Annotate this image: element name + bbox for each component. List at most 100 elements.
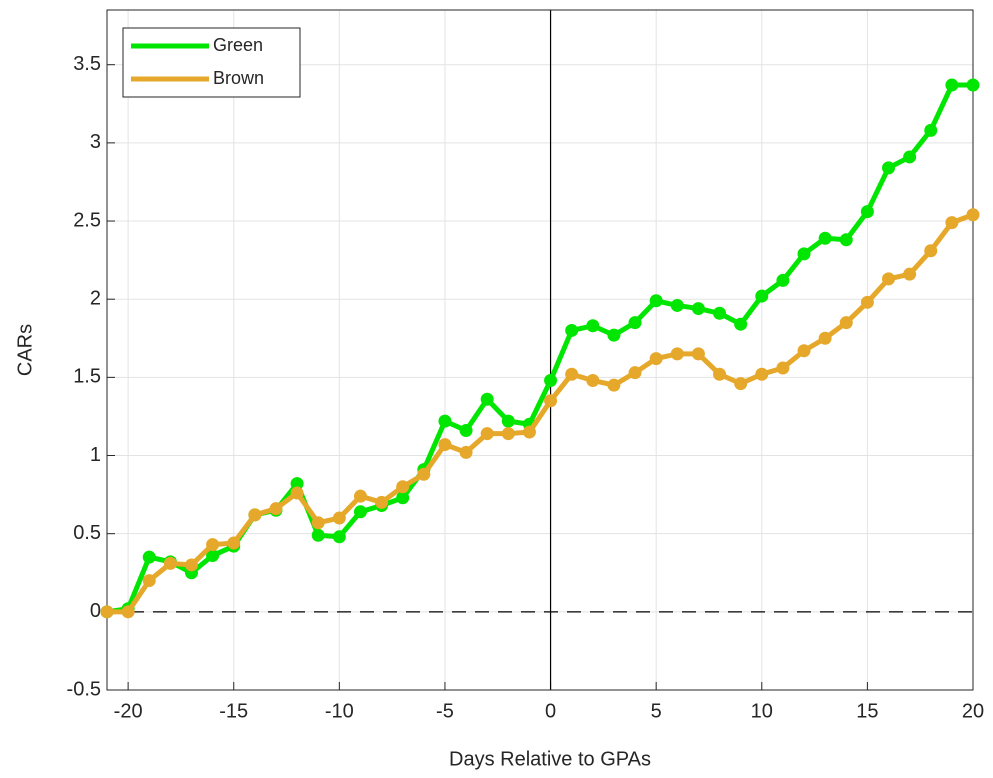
data-point — [396, 480, 410, 494]
y-tick-label: -0.5 — [67, 678, 101, 700]
data-point — [227, 536, 241, 550]
data-point — [713, 306, 727, 320]
data-point — [924, 123, 938, 137]
data-point — [332, 511, 346, 525]
data-point — [544, 373, 558, 387]
data-point — [206, 549, 220, 563]
data-point — [438, 414, 452, 428]
y-tick-label: 0 — [90, 600, 101, 622]
data-point — [459, 424, 473, 438]
x-tick-label: 10 — [751, 700, 773, 722]
data-point — [776, 273, 790, 287]
data-point — [163, 556, 177, 570]
data-point — [903, 267, 917, 281]
data-point — [755, 289, 769, 303]
data-point — [713, 367, 727, 381]
x-tick-label: 15 — [856, 700, 878, 722]
data-point — [501, 427, 515, 441]
data-point — [818, 331, 832, 345]
data-point — [206, 538, 220, 552]
data-point — [375, 495, 389, 509]
y-tick-label: 1.5 — [73, 366, 101, 388]
data-point — [586, 319, 600, 333]
data-point — [100, 605, 114, 619]
data-point — [290, 486, 304, 500]
y-tick-label: 2.5 — [73, 209, 101, 231]
data-point — [607, 378, 621, 392]
data-point — [734, 377, 748, 391]
x-tick-label: 0 — [545, 700, 556, 722]
x-tick-label: 20 — [962, 700, 984, 722]
y-tick-label: 3.5 — [73, 53, 101, 75]
data-point — [248, 508, 262, 522]
data-point — [121, 605, 135, 619]
data-point — [924, 244, 938, 258]
data-point — [966, 78, 980, 92]
legend-label: Green — [213, 35, 263, 55]
x-tick-label: -10 — [325, 700, 354, 722]
data-point — [734, 317, 748, 331]
data-point — [396, 491, 410, 505]
data-point — [544, 394, 558, 408]
y-tick-label: 2 — [90, 287, 101, 309]
data-point — [628, 316, 642, 330]
data-point — [565, 323, 579, 337]
data-point — [480, 392, 494, 406]
data-point — [142, 550, 156, 564]
data-point — [290, 477, 304, 491]
data-point — [839, 316, 853, 330]
data-point — [586, 373, 600, 387]
data-point — [501, 414, 515, 428]
data-point — [607, 328, 621, 342]
data-point — [797, 344, 811, 358]
y-tick-label: 0.5 — [73, 522, 101, 544]
data-point — [353, 489, 367, 503]
y-tick-label: 1 — [90, 444, 101, 466]
data-point — [480, 427, 494, 441]
data-point — [903, 150, 917, 164]
data-point — [417, 467, 431, 481]
data-point — [522, 425, 536, 439]
legend-label: Brown — [213, 68, 264, 88]
data-point — [438, 438, 452, 452]
data-point — [269, 502, 283, 516]
y-tick-label: 3 — [90, 131, 101, 153]
x-tick-label: -20 — [114, 700, 143, 722]
data-point — [311, 516, 325, 530]
legend-box — [122, 27, 301, 98]
data-point — [797, 247, 811, 261]
data-point — [670, 298, 684, 312]
data-point — [311, 528, 325, 542]
data-point — [691, 302, 705, 316]
data-point — [882, 161, 896, 175]
data-point — [332, 530, 346, 544]
data-point — [945, 78, 959, 92]
data-point — [459, 445, 473, 459]
data-point — [839, 233, 853, 247]
data-point — [565, 367, 579, 381]
data-point — [882, 272, 896, 286]
data-point — [670, 347, 684, 361]
data-point — [755, 367, 769, 381]
data-point — [860, 295, 874, 309]
y-axis-label: CARs — [14, 324, 36, 376]
data-point — [776, 361, 790, 375]
data-point — [353, 505, 367, 519]
x-tick-label: -5 — [436, 700, 454, 722]
data-point — [966, 208, 980, 222]
data-point — [628, 366, 642, 380]
x-tick-label: 5 — [651, 700, 662, 722]
data-point — [945, 216, 959, 230]
data-point — [184, 558, 198, 572]
plot-frame — [106, 9, 974, 691]
x-tick-label: -15 — [219, 700, 248, 722]
data-point — [649, 352, 663, 366]
data-point — [691, 347, 705, 361]
data-point — [818, 231, 832, 245]
data-point — [649, 294, 663, 308]
data-point — [142, 574, 156, 588]
data-point — [860, 205, 874, 219]
x-axis-label: Days Relative to GPAs — [449, 748, 651, 770]
